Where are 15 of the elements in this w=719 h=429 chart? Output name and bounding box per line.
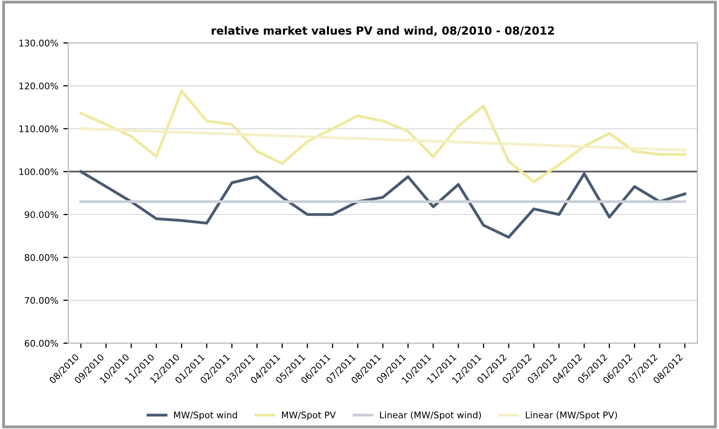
legend-label: Linear (MW/Spot wind) [380, 411, 481, 420]
legend-label: MW/Spot PV [282, 412, 336, 420]
y-tick-label: 70.00% [24, 297, 58, 304]
legend-label: Linear (MW/Spot PV) [526, 411, 617, 420]
y-tick-label: 120.00% [19, 82, 58, 90]
y-tick-label: 80.00% [24, 254, 58, 261]
line-series [80, 170, 686, 239]
y-tick-label: 100.00% [19, 168, 58, 176]
chart-title: relative market values PV and wind, 08/2010 - 08/2012 [212, 26, 554, 36]
y-tick-label: 90.00% [24, 211, 58, 218]
y-tick-label: 110.00% [19, 125, 58, 132]
legend-label: MW/Spot wind [174, 411, 237, 420]
line-series [80, 90, 686, 184]
y-tick-label: 130.00% [19, 40, 58, 46]
y-tick-label: 60.00% [24, 340, 58, 347]
